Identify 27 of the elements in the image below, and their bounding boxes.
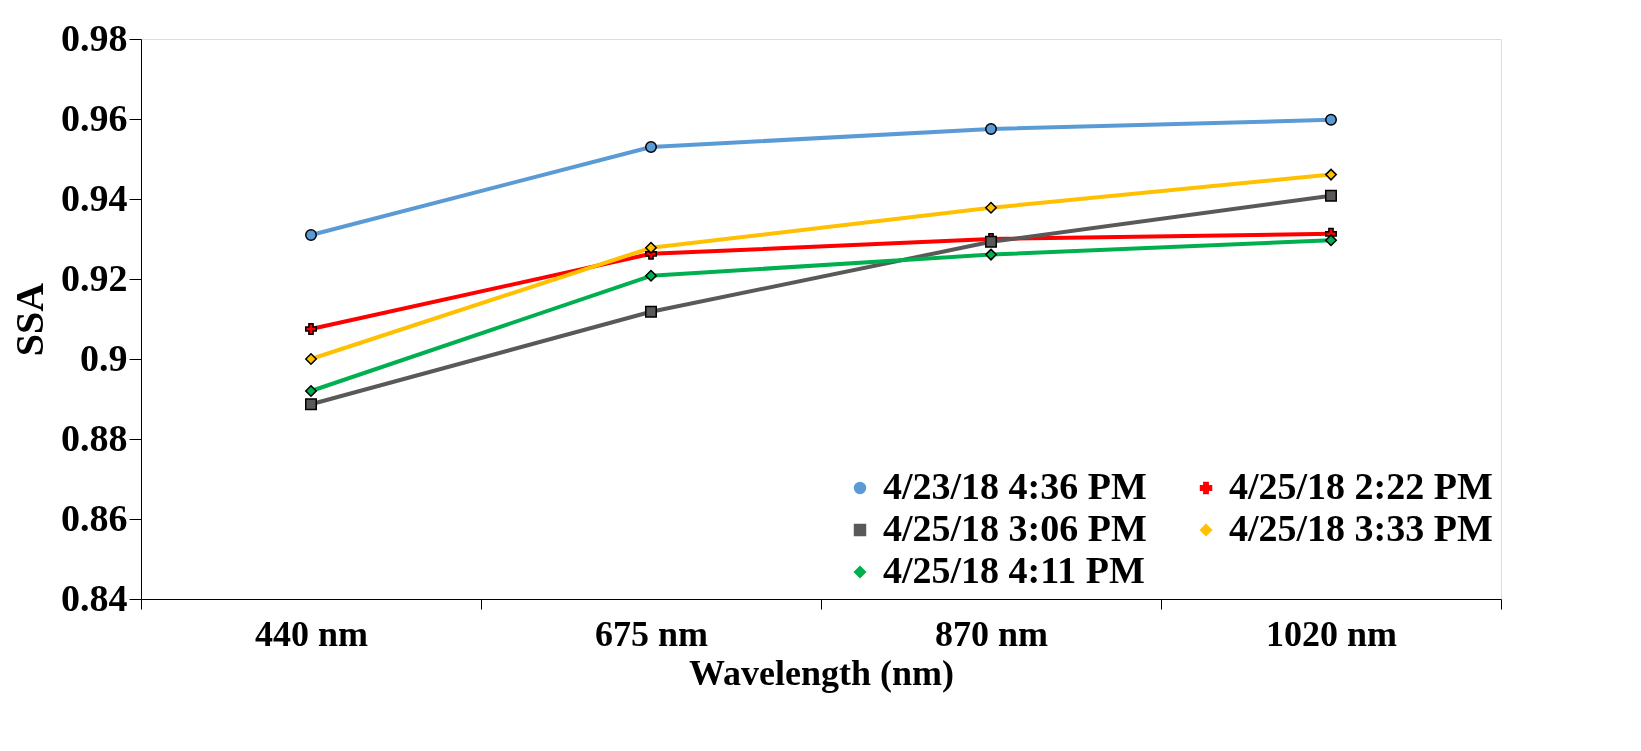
y-tick-label: 0.94 xyxy=(61,176,128,219)
y-tick-label: 0.92 xyxy=(61,256,128,299)
x-tick-label: 440 nm xyxy=(254,613,369,654)
y-tick-label: 0.88 xyxy=(61,416,128,459)
y-tick-label: 0.86 xyxy=(61,496,128,539)
y-axis-title: SSA xyxy=(7,282,52,357)
y-tick-label: 0.9 xyxy=(80,336,128,379)
point xyxy=(645,305,657,318)
point xyxy=(1325,189,1337,202)
point xyxy=(985,201,997,214)
x-tick-label: 870 nm xyxy=(934,613,1049,654)
x-axis-title: Wavelength (nm) xyxy=(689,652,954,693)
x-tick-label: 1020 nm xyxy=(1265,613,1398,654)
point xyxy=(305,398,317,411)
point xyxy=(645,269,657,282)
legend-label: 4/25/18 4:11 PM xyxy=(883,549,1145,591)
y-tick-label: 0.98 xyxy=(61,16,128,59)
point xyxy=(645,241,657,254)
legend-label: 4/23/18 4:36 PM xyxy=(883,465,1147,507)
legend-label: 4/25/18 2:22 PM xyxy=(1229,465,1493,507)
y-tick-label: 0.96 xyxy=(61,96,128,139)
legend-label: 4/25/18 3:06 PM xyxy=(883,507,1147,549)
point xyxy=(1325,234,1337,247)
legend-label: 4/25/18 3:33 PM xyxy=(1229,507,1493,549)
point xyxy=(1325,113,1337,126)
y-tick-label: 0.84 xyxy=(61,576,128,619)
x-tick-label: 675 nm xyxy=(594,613,709,654)
